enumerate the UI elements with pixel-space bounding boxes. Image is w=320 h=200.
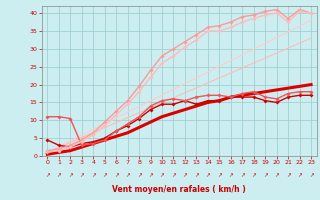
X-axis label: Vent moyen/en rafales ( km/h ): Vent moyen/en rafales ( km/h ): [112, 185, 246, 194]
